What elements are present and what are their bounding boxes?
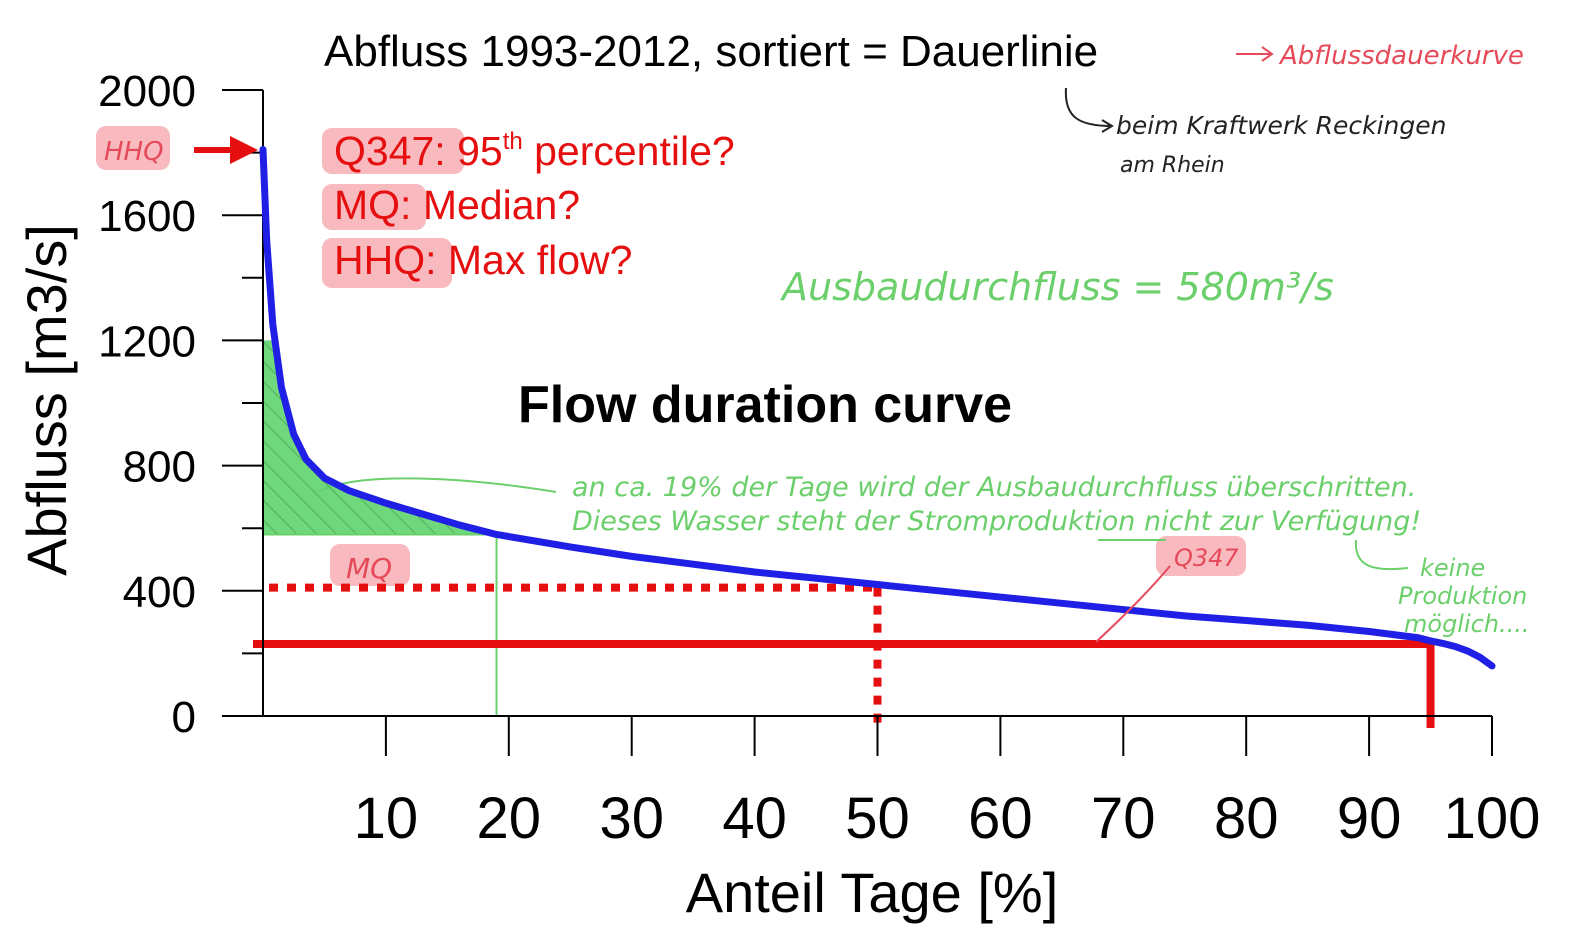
x-tick-label: 20 [477,786,542,851]
green-note-line1: an ca. 19% der Tage wird der Ausbaudurch… [572,472,1416,503]
q347-connector [1095,565,1171,643]
x-tick-label: 60 [968,786,1033,851]
highlights [96,126,1246,586]
x-tick-label: 80 [1214,786,1279,851]
tick-labels: 0 400 800 1200 1600 2000 10 20 30 40 50 60 70 80 90 100 [98,67,1540,851]
mq-tag-highlight [330,544,410,586]
y-tick-label: 400 [123,568,196,617]
hhq-arrow-head [230,136,258,164]
arrow-right-icon [1236,46,1274,62]
keine-line1: keine [1420,554,1485,582]
q347-question-sup: th [503,128,523,155]
location-line2: am Rhein [1120,153,1225,178]
ausbaudurchfluss-label: Ausbaudurchfluss = 580m³/s [779,265,1334,309]
x-tick-label: 70 [1091,786,1156,851]
mq-tag: MQ [346,552,392,585]
location-line1: beim Kraftwerk Reckingen [1116,111,1446,140]
q347-question-main: Q347: 95 [334,128,503,174]
x-tick-label: 10 [354,786,419,851]
reference-lines [253,533,1435,728]
y-tick-label: 0 [172,693,196,742]
keine-line2: Produktion [1398,582,1527,610]
x-tick-label: 100 [1444,786,1541,851]
y-tick-label: 800 [123,443,196,492]
abflussdauerkurve-note: Abflussdauerkurve [1236,41,1524,71]
abflussdauerkurve-label: Abflussdauerkurve [1278,41,1524,71]
flow-duration-curve [259,145,1496,670]
chart-subtitle: Flow duration curve [518,376,1012,434]
hhq-question-highlight [322,238,452,288]
hhq-tag: HHQ [104,137,164,167]
keine-line3: möglich.... [1404,610,1530,638]
flow-duration-series [259,145,1496,670]
x-tick-label: 90 [1337,786,1402,851]
x-tick-label: 40 [722,786,787,851]
q347-question-highlight [322,128,464,174]
x-axis-title: Anteil Tage [%] [686,861,1059,924]
q347-question-end: percentile? [523,128,735,174]
green-note-line2: Dieses Wasser steht der Stromproduktion … [572,506,1421,537]
keine-connector [1354,539,1409,571]
y-axis-title: Abfluss [m3/s] [15,224,78,576]
hook-arrow-icon [1064,87,1114,133]
q347-tag-highlight [1156,536,1246,576]
x-tick-label: 30 [599,786,664,851]
y-tick-label: 2000 [98,67,196,116]
hhq-arrow [194,136,258,164]
mq-question: MQ: Median? [334,182,580,228]
location-note: beim Kraftwerk Reckingen am Rhein [1064,87,1446,178]
q347-question: Q347: 95th percentile? [334,128,735,174]
hhq-question: HHQ: Max flow? [334,237,632,283]
y-tick-label: 1600 [98,192,196,241]
exceedance-area [263,340,497,535]
q347-tag: Q347 [1174,544,1239,572]
y-tick-label: 1200 [98,317,196,366]
chart-title: Abfluss 1993-2012, sortiert = Dauerlinie [324,27,1098,76]
exceedance-hatch [263,340,497,535]
mq-question-highlight [322,184,426,230]
x-tick-label: 50 [845,786,910,851]
hhq-tag-highlight [96,126,170,170]
